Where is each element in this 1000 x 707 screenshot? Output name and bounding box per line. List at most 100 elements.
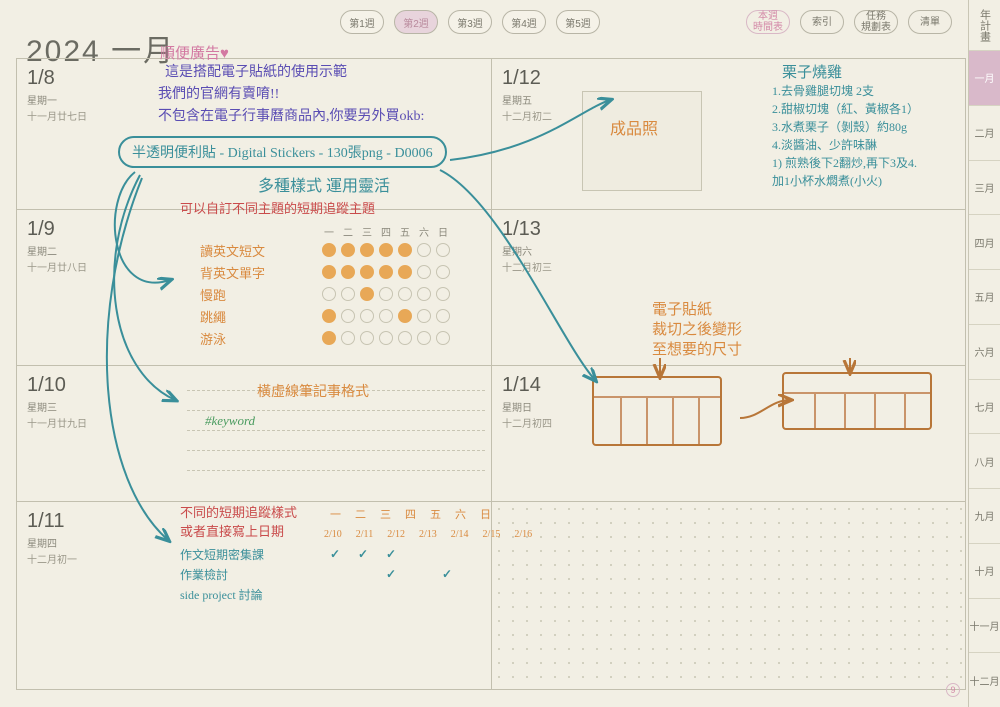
tracker-dot[interactable] — [417, 331, 431, 345]
nav-list[interactable]: 清單 — [908, 10, 952, 34]
sticker-product-box: 半透明便利貼 - Digital Stickers - 130張png - D0… — [118, 136, 447, 168]
mini-tracker-check[interactable]: ✓ — [356, 547, 370, 562]
mini-tracker-check[interactable]: ✓ — [384, 567, 398, 582]
month-tab-8[interactable]: 八月 — [969, 433, 1000, 488]
week-tab-5[interactable]: 第5週 — [556, 10, 600, 34]
mini-tracker-check[interactable]: ✓ — [384, 547, 398, 562]
tracker-dot[interactable] — [322, 265, 336, 279]
month-tab-1[interactable]: 一月 — [969, 50, 1000, 105]
week-tab-2[interactable]: 第2週 — [394, 10, 438, 34]
weekday-label: 星期二 — [27, 243, 87, 258]
sticker-note-line: 至想要的尺寸 — [652, 340, 742, 360]
tracker-dot[interactable] — [360, 331, 374, 345]
tracker-dot[interactable] — [360, 243, 374, 257]
tracker-dot[interactable] — [398, 331, 412, 345]
tracker-dot[interactable] — [398, 287, 412, 301]
mini-tracker-check[interactable]: ✓ — [440, 567, 454, 582]
tracker-dot[interactable] — [436, 243, 450, 257]
tracker-dot[interactable] — [379, 265, 393, 279]
weekday-label: 星期四 — [27, 535, 77, 550]
week-tab-1[interactable]: 第1週 — [340, 10, 384, 34]
notes-dotted-area[interactable] — [492, 502, 965, 689]
tracker-dot[interactable] — [360, 287, 374, 301]
tracker-header: 一二三四五六日 — [322, 224, 450, 239]
month-tab-7[interactable]: 七月 — [969, 379, 1000, 434]
tracker-dot[interactable] — [379, 243, 393, 257]
year-plan-link[interactable]: 年計畫 — [969, 0, 1000, 50]
mini-tracker-check[interactable]: ✓ — [328, 547, 342, 562]
recipe-title: 栗子燒雞 — [782, 63, 842, 83]
week-tab-3[interactable]: 第3週 — [448, 10, 492, 34]
tracker-dot[interactable] — [436, 331, 450, 345]
table-sketch-before — [592, 376, 722, 446]
month-tab-3[interactable]: 三月 — [969, 160, 1000, 215]
recipe-line: 1) 煎熟後下2翻炒,再下3及4. — [772, 155, 917, 171]
month-tab-11[interactable]: 十一月 — [969, 598, 1000, 653]
tracker-dot[interactable] — [436, 309, 450, 323]
top-right-nav: 本週 時間表 索引 任務 規劃表 清單 — [746, 10, 952, 34]
month-tab-5[interactable]: 五月 — [969, 269, 1000, 324]
lunar-label: 十二月初二 — [502, 108, 552, 123]
lunar-label: 十一月廿七日 — [27, 108, 87, 123]
tracker-dot[interactable] — [417, 309, 431, 323]
tracker-dot[interactable] — [379, 309, 393, 323]
habit-tracker: 一二三四五六日 讀英文短文背英文單字慢跑跳繩游泳 — [200, 224, 450, 349]
recipe-line: 3.水煮栗子（剝殼）約80g — [772, 119, 907, 135]
flex-caption: 多種樣式 運用靈活 — [258, 176, 390, 198]
tracker-dot[interactable] — [417, 243, 431, 257]
tracker-dot[interactable] — [322, 287, 336, 301]
recipe-line: 1.去骨雞腿切塊 2支 — [772, 83, 874, 99]
home-icon[interactable]: 9 — [946, 683, 960, 697]
tracker-dot[interactable] — [341, 287, 355, 301]
tracker-dot[interactable] — [398, 265, 412, 279]
tracker-dot[interactable] — [341, 243, 355, 257]
tracker-dot[interactable] — [379, 287, 393, 301]
keyword-tag: #keyword — [205, 412, 255, 430]
month-tab-12[interactable]: 十二月 — [969, 652, 1000, 707]
tracker-dot[interactable] — [436, 287, 450, 301]
weekday-label: 星期五 — [502, 92, 552, 107]
tracker-dot[interactable] — [360, 309, 374, 323]
photo-caption: 成品照 — [610, 119, 658, 141]
mini-tracker: 一二三四五六日 2/102/112/122/132/142/152/16 作文短… — [180, 504, 532, 604]
nav-index[interactable]: 索引 — [800, 10, 844, 34]
nav-task-plan[interactable]: 任務 規劃表 — [854, 10, 898, 34]
tracker-dot[interactable] — [398, 309, 412, 323]
tracker-dot[interactable] — [398, 243, 412, 257]
mini-tracker-row-label: 作業檢討 — [180, 566, 314, 583]
month-tab-4[interactable]: 四月 — [969, 214, 1000, 269]
day-cell-1-14[interactable]: 1/14 星期日 十二月初四 — [492, 366, 965, 501]
date-label: 1/13 — [502, 218, 552, 241]
tracker-dot[interactable] — [379, 331, 393, 345]
month-tab-2[interactable]: 二月 — [969, 105, 1000, 160]
tracker-dot[interactable] — [360, 265, 374, 279]
recipe-line: 4.淡醬油、少許味醂 — [772, 137, 877, 153]
sticker-note-line: 裁切之後變形 — [652, 320, 742, 340]
tracker-row-label: 背英文單字 — [200, 261, 310, 283]
tracker-dot[interactable] — [341, 309, 355, 323]
tracker-dot[interactable] — [322, 331, 336, 345]
lunar-label: 十一月廿九日 — [27, 415, 87, 430]
weekday-label: 星期三 — [27, 399, 87, 414]
week-tab-4[interactable]: 第4週 — [502, 10, 546, 34]
day-cell-1-13[interactable]: 1/13 星期六 十二月初三 電子貼紙 裁切之後變形 至想要的尺寸 — [492, 210, 965, 365]
nav-weekly-timetable[interactable]: 本週 時間表 — [746, 10, 790, 34]
month-tab-10[interactable]: 十月 — [969, 543, 1000, 598]
month-tab-9[interactable]: 九月 — [969, 488, 1000, 543]
month-strip: 年計畫 一月 二月 三月 四月 五月 六月 七月 八月 九月 十月 十一月 十二… — [968, 0, 1000, 707]
lunar-label: 十二月初一 — [27, 551, 77, 566]
tracker-dot[interactable] — [417, 287, 431, 301]
table-sketch-after — [782, 372, 932, 430]
lunar-label: 十二月初三 — [502, 259, 552, 274]
tracker-row-label: 讀英文短文 — [200, 239, 310, 261]
tracker-dot[interactable] — [341, 331, 355, 345]
ad-label: 順便廣告♥ — [160, 44, 229, 64]
tracker-dot[interactable] — [417, 265, 431, 279]
day-cell-1-12[interactable]: 1/12 星期五 十二月初二 成品照 栗子燒雞 1.去骨雞腿切塊 2支 2.甜椒… — [492, 59, 965, 209]
tracker-dot[interactable] — [341, 265, 355, 279]
tracker-dot[interactable] — [322, 243, 336, 257]
month-tab-6[interactable]: 六月 — [969, 324, 1000, 379]
day-cell-1-10[interactable]: 1/10 星期三 十一月廿九日 橫虛線筆記事格式 #keyword — [17, 366, 492, 501]
tracker-dot[interactable] — [436, 265, 450, 279]
tracker-dot[interactable] — [322, 309, 336, 323]
